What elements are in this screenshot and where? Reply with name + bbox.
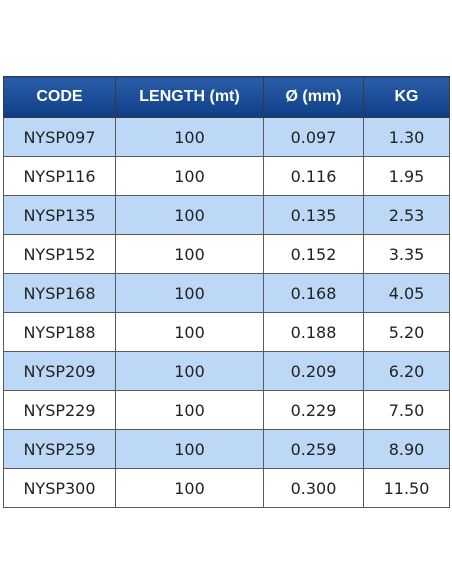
table-cell: 0.097 (263, 117, 364, 157)
table-row: NYSP168 100 0.168 4.05 (3, 273, 450, 313)
table-cell: NYSP116 (3, 156, 116, 196)
table-body: NYSP097 100 0.097 1.30 NYSP116 100 0.116 1.95 NY… (3, 117, 450, 508)
table-cell: 0.188 (263, 312, 364, 352)
header-cell: CODE (3, 76, 116, 118)
table-cell: 1.95 (363, 156, 450, 196)
table-header: CODE LENGTH (mt) Ø (mm) KG (3, 76, 450, 118)
table-cell: 6.20 (363, 351, 450, 391)
table-cell: 100 (115, 351, 264, 391)
table-cell: NYSP135 (3, 195, 116, 235)
table-cell: 0.229 (263, 390, 364, 430)
table-cell: 1.30 (363, 117, 450, 157)
table-cell: 100 (115, 117, 264, 157)
table-cell: NYSP168 (3, 273, 116, 313)
table-cell: 100 (115, 312, 264, 352)
table-row: NYSP135 100 0.135 2.53 (3, 195, 450, 235)
table-cell: NYSP229 (3, 390, 116, 430)
table-row: NYSP188 100 0.188 5.20 (3, 312, 450, 352)
table-cell: 100 (115, 468, 264, 508)
table-row: NYSP116 100 0.116 1.95 (3, 156, 450, 196)
table-row: NYSP209 100 0.209 6.20 (3, 351, 450, 391)
table-cell: 100 (115, 156, 264, 196)
table-cell: 3.35 (363, 234, 450, 274)
table-cell: NYSP188 (3, 312, 116, 352)
table-row: NYSP152 100 0.152 3.35 (3, 234, 450, 274)
table-cell: 100 (115, 234, 264, 274)
spec-table: CODE LENGTH (mt) Ø (mm) KG NYSP097 100 0.097 1… (3, 76, 450, 508)
header-cell: KG (363, 76, 450, 118)
table-row: NYSP300 100 0.300 11.50 (3, 468, 450, 508)
header-cell: LENGTH (mt) (115, 76, 264, 118)
table-cell: NYSP300 (3, 468, 116, 508)
table-cell: 5.20 (363, 312, 450, 352)
table-cell: NYSP152 (3, 234, 116, 274)
table-cell: 7.50 (363, 390, 450, 430)
table-cell: 0.116 (263, 156, 364, 196)
table-cell: 0.135 (263, 195, 364, 235)
table-cell: NYSP097 (3, 117, 116, 157)
table-cell: 100 (115, 273, 264, 313)
table-row: NYSP259 100 0.259 8.90 (3, 429, 450, 469)
table-cell: 100 (115, 195, 264, 235)
table-cell: 8.90 (363, 429, 450, 469)
header-cell: Ø (mm) (263, 76, 364, 118)
header-row: CODE LENGTH (mt) Ø (mm) KG (3, 76, 450, 118)
table-cell: 0.209 (263, 351, 364, 391)
table-cell: 0.152 (263, 234, 364, 274)
table-cell: 100 (115, 429, 264, 469)
table-cell: NYSP259 (3, 429, 116, 469)
table-cell: 0.300 (263, 468, 364, 508)
table-row: NYSP229 100 0.229 7.50 (3, 390, 450, 430)
table-cell: 0.168 (263, 273, 364, 313)
table-cell: 11.50 (363, 468, 450, 508)
table-cell: 0.259 (263, 429, 364, 469)
table-cell: 2.53 (363, 195, 450, 235)
table-row: NYSP097 100 0.097 1.30 (3, 117, 450, 157)
table-cell: NYSP209 (3, 351, 116, 391)
table-cell: 100 (115, 390, 264, 430)
table-cell: 4.05 (363, 273, 450, 313)
